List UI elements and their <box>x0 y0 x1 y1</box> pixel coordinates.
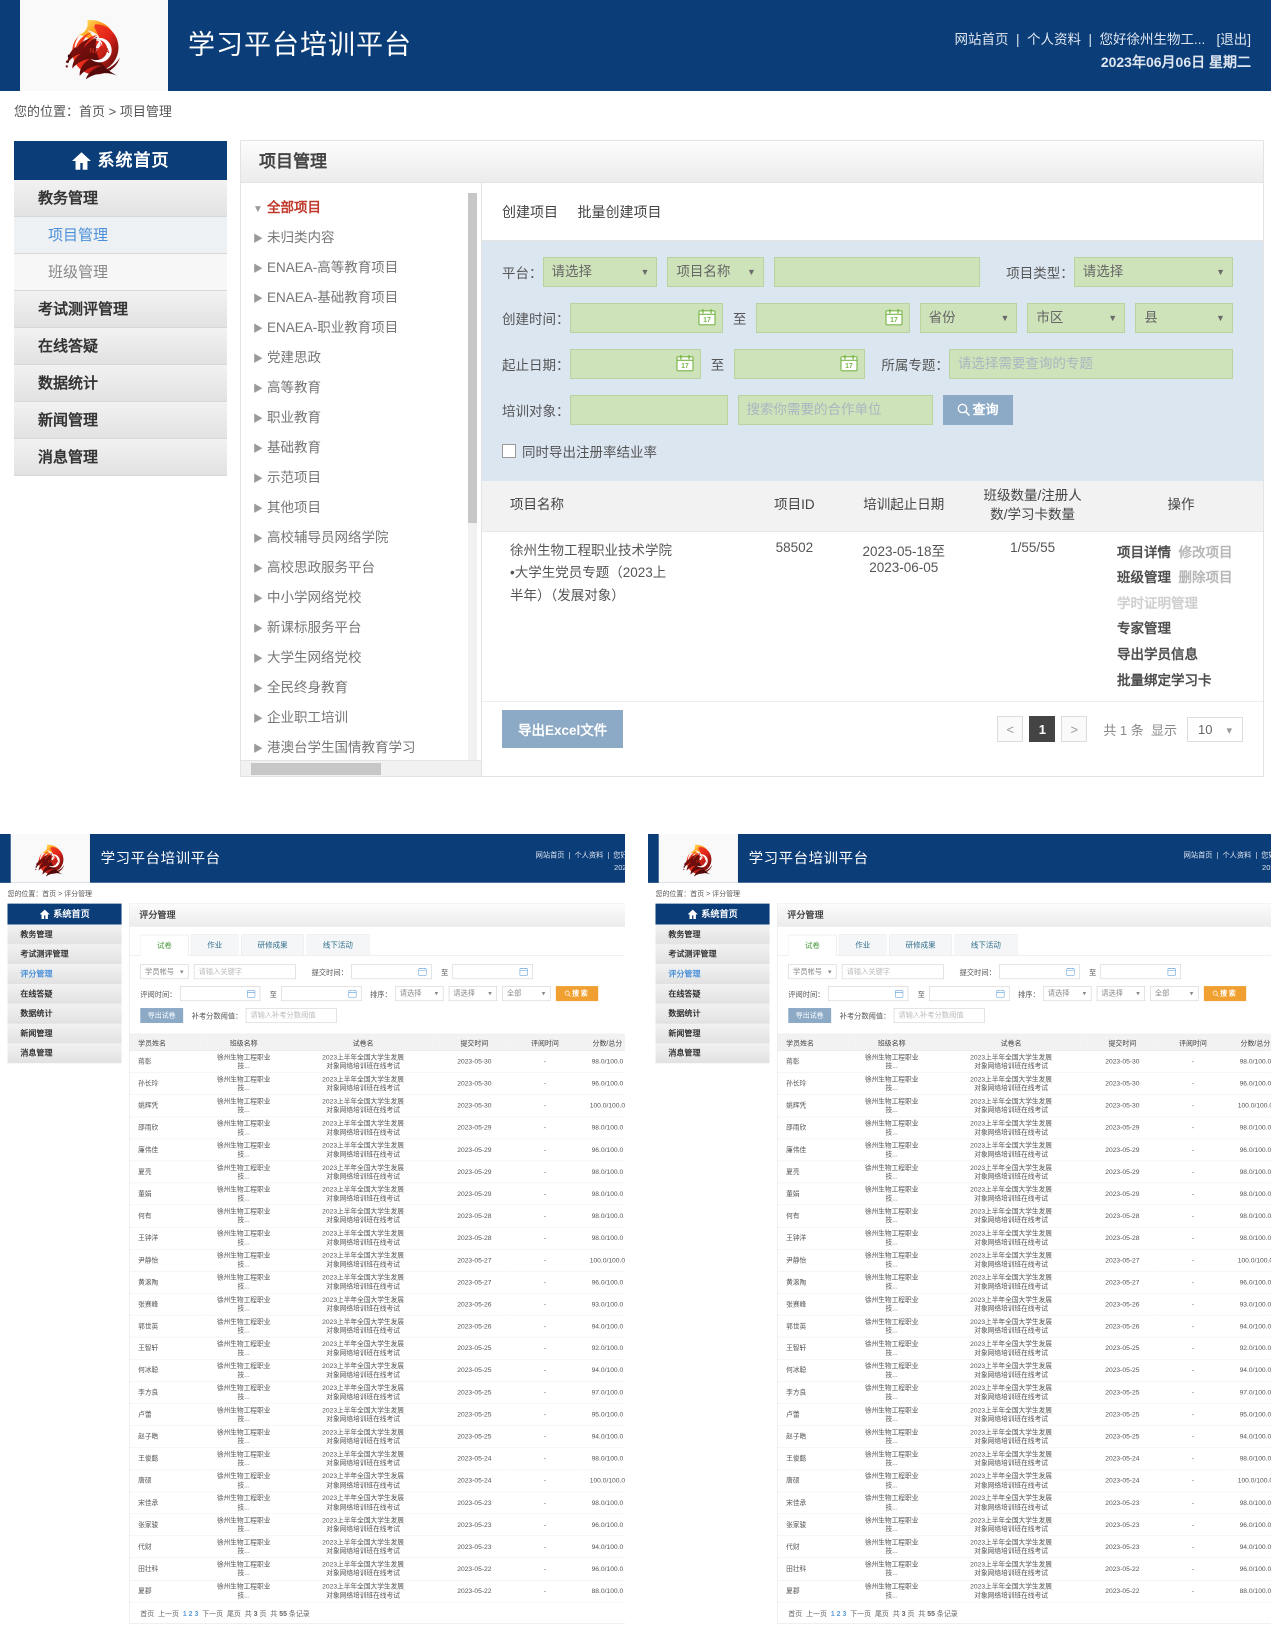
svg-text:NAEA: NAEA <box>89 46 109 54</box>
svg-text:NAEA: NAEA <box>48 859 59 863</box>
svg-text:17: 17 <box>681 363 689 370</box>
svg-text:17: 17 <box>703 317 711 324</box>
svg-text:17: 17 <box>846 363 854 370</box>
svg-text:NAEA: NAEA <box>696 859 707 863</box>
svg-text:17: 17 <box>890 317 898 324</box>
